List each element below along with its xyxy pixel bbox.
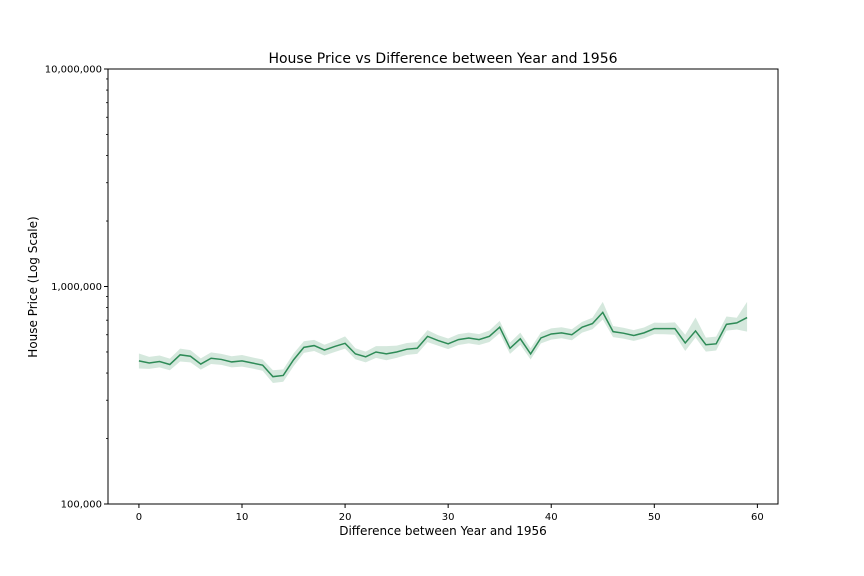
x-tick-label: 30: [442, 512, 455, 523]
x-tick-label: 20: [339, 512, 352, 523]
chart-title: House Price vs Difference between Year a…: [268, 51, 617, 67]
x-tick-label: 40: [545, 512, 558, 523]
y-axis: 100,000 1,000,000 10,000,000: [45, 65, 108, 511]
y-tick-label: 1,000,000: [51, 282, 102, 293]
x-tick-label: 10: [236, 512, 249, 523]
y-tick-label: 100,000: [61, 500, 102, 511]
plot-frame: [107, 68, 779, 505]
x-axis-label: Difference between Year and 1956: [339, 524, 547, 538]
y-tick-label: 10,000,000: [45, 65, 102, 76]
x-tick-label: 60: [751, 512, 764, 523]
series-line: [138, 311, 748, 378]
x-tick-label: 0: [136, 512, 142, 523]
y-axis-label: House Price (Log Scale): [26, 216, 40, 357]
x-tick-label: 50: [648, 512, 661, 523]
x-axis: 0 10 20 30 40 50 60: [136, 504, 764, 523]
plot-area: [138, 301, 748, 383]
